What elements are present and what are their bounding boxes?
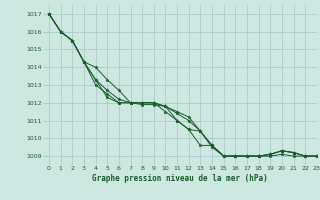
X-axis label: Graphe pression niveau de la mer (hPa): Graphe pression niveau de la mer (hPa) bbox=[92, 174, 268, 183]
